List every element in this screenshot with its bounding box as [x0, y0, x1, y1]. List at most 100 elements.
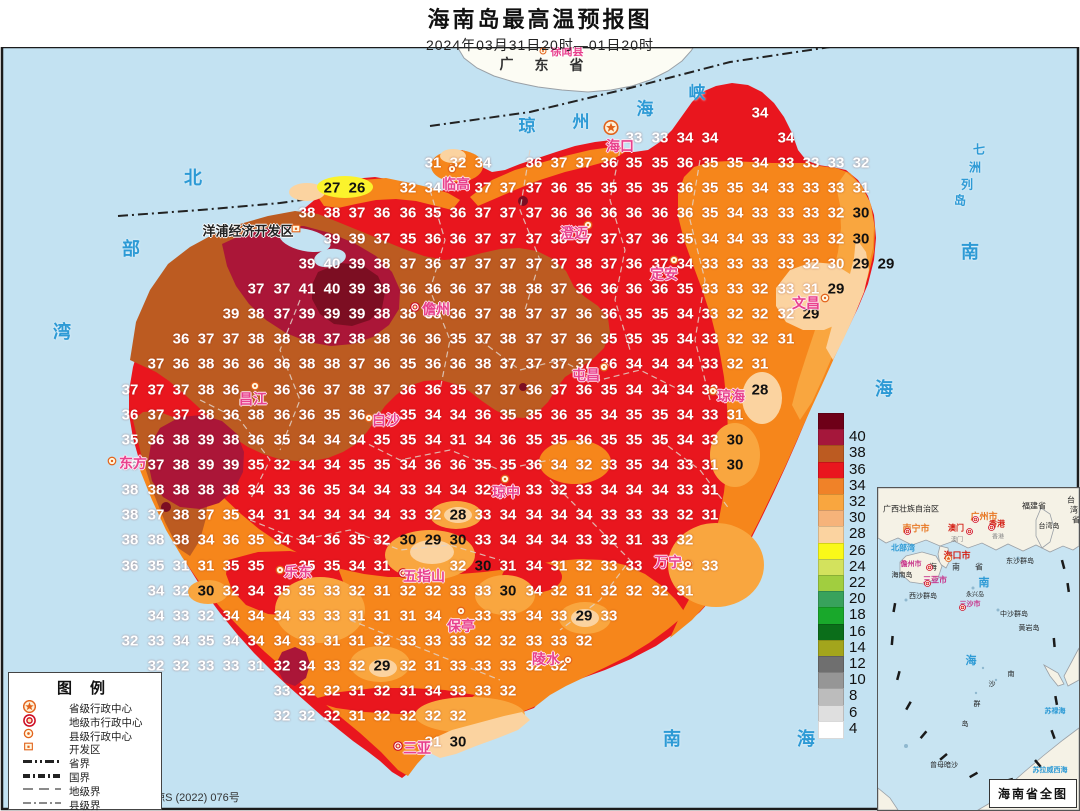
scale-label: 4 [849, 719, 858, 737]
legend-item: 地级界 [9, 783, 161, 798]
county-capital-icon [23, 728, 63, 741]
inset-label: 广州市 [970, 511, 998, 522]
inset-label: 中沙群岛 [1000, 611, 1028, 618]
region-maroon-dot1 [518, 196, 528, 206]
inset-label: 苏拉威西海 [1032, 767, 1068, 774]
province-border-line [23, 755, 63, 768]
scale-label: 38 [849, 444, 866, 462]
legend-item: 开发区 [9, 741, 161, 757]
national-border-line [23, 769, 63, 782]
page-subtitle: 2024年03月31日20时—01日20时 [425, 37, 654, 53]
scale-label: 8 [849, 687, 858, 705]
inset-label: 曾母暗沙 [930, 762, 958, 769]
region-peach-c2 [571, 609, 599, 627]
region-west-crimson [148, 415, 244, 509]
legend-title: 图例 [56, 680, 123, 697]
inset-label: 湾 [1070, 505, 1078, 515]
region-sw-crimson [278, 647, 310, 686]
inset-label: 岛 [961, 721, 969, 728]
legend-item: 省级行政中心 [9, 699, 161, 715]
guangdong-peninsula [457, 47, 694, 93]
inset-label: 儋州市 [900, 561, 922, 568]
scale-label: 34 [849, 476, 866, 494]
inset-philippines [1063, 647, 1079, 687]
scale-label: 36 [849, 460, 866, 478]
inset-sw-land [878, 787, 899, 810]
region-yellow-patch [317, 176, 373, 198]
legend-item: 地级市行政中心 [9, 713, 161, 729]
region-haikou-coast-orange [470, 147, 625, 206]
scale-label: 26 [849, 541, 866, 559]
region-qionghai-peach [742, 372, 782, 424]
scale-label: 6 [849, 703, 858, 721]
legend-item: 国界 [9, 769, 161, 784]
inset-label: 香港 [991, 534, 1005, 541]
legend-box: 图例 省级行政中心 地级市行政中心 县级行政中心 开发区 省界 国界 地级界 县级界 [8, 672, 162, 811]
inset-label: 三亚市 [923, 575, 947, 585]
inset-label: 南 [1007, 671, 1015, 678]
inset-label: 黄岩岛 [1018, 625, 1040, 632]
inset-label: 群 [973, 701, 981, 708]
region-wenchang-peach [776, 262, 858, 330]
inset-label: 福建省 [1022, 501, 1046, 511]
region-maroon-dot2 [519, 383, 527, 391]
inset-label: 永兴岛 [965, 592, 985, 599]
inset-label: 西沙群岛 [909, 593, 937, 600]
inset-label: 苏禄海 [1044, 708, 1066, 715]
region-lorange-c5 [188, 580, 228, 604]
inset-label: 澳门 [948, 523, 964, 533]
inset-label: 海口市 [943, 550, 971, 561]
city-capital-icon [23, 713, 63, 727]
legend-item-label: 地级市行政中心 [69, 716, 143, 729]
map-header: 海南岛最高温预报图 2024年03月31日20时—01日20时 [0, 0, 1080, 53]
region-peach-c1 [410, 540, 454, 564]
legend-item: 省界 [9, 755, 161, 771]
maritime-boundary-line [429, 46, 831, 127]
region-peach-c3 [369, 659, 397, 677]
scale-label: 40 [849, 428, 866, 446]
inset-leizhou [937, 545, 951, 569]
scale-label: 22 [849, 574, 866, 591]
dev-zone-icon [23, 741, 63, 754]
inset-label: 澳门 [950, 537, 964, 544]
region-lorange-c1 [475, 575, 535, 615]
inset-canvas [878, 488, 1079, 810]
region-center-orange-patch [539, 440, 611, 484]
inset-taiwan [1035, 507, 1055, 549]
maritime-boundary-line-2 [117, 192, 353, 217]
scale-label: 32 [849, 493, 866, 510]
legend-item-label: 县级界 [69, 799, 101, 811]
county-border-line [23, 797, 63, 810]
legend-item-label: 省级行政中心 [69, 703, 132, 715]
legend-item: 县级行政中心 [9, 728, 161, 743]
legend-item-label: 地级界 [69, 785, 101, 798]
inset-label: 台湾岛 [1038, 523, 1060, 530]
region-south-orange [140, 438, 686, 776]
legend-item-label: 国界 [69, 771, 90, 784]
inset-label: 海 [965, 655, 977, 667]
inset-label: 北部湾 [891, 543, 915, 553]
inset-label: 海 [929, 562, 937, 572]
inset-palawan [1042, 663, 1065, 687]
legend-item-label: 省界 [69, 758, 90, 771]
scale-label: 24 [849, 557, 866, 575]
inset-label: 省 [1072, 515, 1080, 525]
inset-label: 香港 [989, 519, 1005, 529]
legend-item: 县级界 [9, 797, 161, 811]
scale-label: 14 [849, 638, 866, 656]
page-title: 海南岛最高温预报图 [427, 7, 653, 32]
legend-items: 省级行政中心 地级市行政中心 县级行政中心 开发区 省界 国界 地级界 县级界 [9, 699, 161, 811]
region-lorange-qionghai [710, 423, 760, 487]
region-lorange-sw [275, 577, 365, 643]
legend-item-label: 开发区 [69, 744, 101, 757]
region-wanning-lorange [668, 523, 764, 607]
inset-label: 海南岛 [891, 572, 913, 579]
legend-item-label: 县级行政中心 [69, 730, 132, 743]
scale-label: 20 [849, 590, 866, 608]
region-peach-c4 [444, 507, 472, 523]
inset-label: 东沙群岛 [1006, 558, 1034, 565]
region-sanya-peach [428, 712, 530, 758]
scale-swatch [818, 720, 844, 739]
region-maroon-core [312, 263, 385, 326]
